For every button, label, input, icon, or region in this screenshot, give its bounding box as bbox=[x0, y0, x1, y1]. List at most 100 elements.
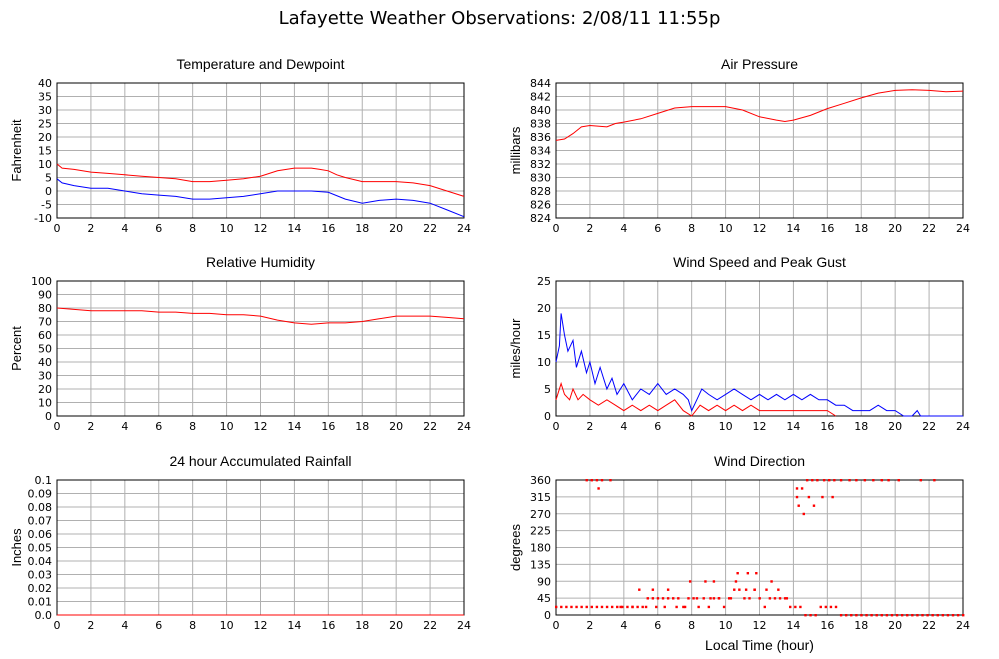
direction-point bbox=[656, 597, 660, 600]
pressure-x-tick: 14 bbox=[786, 222, 800, 235]
direction-point bbox=[855, 614, 858, 617]
wind-x-tick: 10 bbox=[719, 420, 733, 433]
direction-point bbox=[805, 479, 809, 482]
direction-point bbox=[646, 597, 649, 600]
humidity-y-tick: 50 bbox=[38, 343, 52, 356]
direction-point bbox=[819, 605, 822, 609]
direction-point bbox=[880, 614, 883, 617]
wind-ylabel: miles/hour bbox=[508, 318, 523, 379]
direction-point bbox=[794, 605, 797, 609]
direction-point bbox=[609, 479, 612, 482]
direction-point bbox=[778, 597, 782, 600]
rain-y-tick: 0.1 bbox=[35, 474, 53, 487]
wind-title: Wind Speed and Peak Gust bbox=[673, 254, 846, 270]
wind-frame bbox=[555, 280, 964, 417]
wind-x-tick: 18 bbox=[854, 420, 868, 433]
humidity-x-tick: 14 bbox=[287, 420, 301, 433]
direction-point bbox=[585, 605, 588, 609]
direction-point bbox=[799, 605, 802, 609]
direction-point bbox=[748, 597, 751, 600]
temp-x-tick: 0 bbox=[54, 222, 61, 235]
humidity-x-tick: 20 bbox=[389, 420, 403, 433]
humidity-series-line bbox=[56, 307, 465, 325]
direction-point bbox=[683, 605, 687, 609]
direction-point bbox=[695, 597, 699, 600]
direction-point bbox=[951, 614, 955, 617]
direction-point bbox=[595, 605, 599, 609]
wind-y-tick: 20 bbox=[537, 302, 551, 315]
humidity-y-tick: 0 bbox=[45, 410, 52, 423]
direction-point bbox=[887, 479, 890, 482]
wind-x-tick: 12 bbox=[753, 420, 767, 433]
x-axis-label: Local Time (hour) bbox=[705, 637, 814, 653]
rain-x-tick: 10 bbox=[220, 619, 234, 632]
humidity-y-tick: 60 bbox=[38, 329, 52, 342]
direction-point bbox=[906, 614, 909, 617]
direction-point bbox=[560, 605, 563, 609]
temp-y-tick: 35 bbox=[38, 91, 52, 104]
wind-x-tick: 24 bbox=[956, 420, 970, 433]
direction-x-tick: 18 bbox=[854, 619, 868, 632]
direction-point bbox=[931, 614, 934, 617]
humidity-x-tick: 18 bbox=[355, 420, 369, 433]
temp-y-tick: 40 bbox=[38, 77, 52, 90]
pressure-x-tick: 12 bbox=[753, 222, 767, 235]
direction-point bbox=[704, 580, 707, 583]
direction-point bbox=[785, 597, 789, 600]
direction-point bbox=[765, 588, 768, 591]
direction-point bbox=[865, 614, 868, 617]
temp-y-tick: 10 bbox=[38, 158, 52, 171]
direction-point bbox=[738, 588, 741, 591]
direction-point bbox=[933, 479, 936, 482]
direction-point bbox=[946, 614, 950, 617]
pressure-x-tick: 18 bbox=[854, 222, 868, 235]
direction-point bbox=[651, 597, 655, 600]
direction-x-tick: 22 bbox=[922, 619, 936, 632]
wind-x-tick: 14 bbox=[786, 420, 800, 433]
wind-y-tick: 10 bbox=[537, 356, 551, 369]
direction-point bbox=[707, 605, 711, 609]
humidity-x-tick: 0 bbox=[54, 420, 61, 433]
humidity-x-tick: 4 bbox=[121, 420, 128, 433]
humidity-y-tick: 70 bbox=[38, 316, 52, 329]
wind-x-tick: 20 bbox=[888, 420, 902, 433]
wind-x-tick: 0 bbox=[553, 420, 560, 433]
rain-x-tick: 8 bbox=[189, 619, 196, 632]
temp-y-tick: 20 bbox=[38, 131, 52, 144]
direction-frame bbox=[555, 479, 964, 616]
humidity-frame bbox=[56, 280, 465, 417]
temp-x-tick: 14 bbox=[287, 222, 301, 235]
direction-x-tick: 12 bbox=[753, 619, 767, 632]
direction-point bbox=[936, 614, 939, 617]
direction-point bbox=[666, 588, 670, 591]
direction-point bbox=[651, 588, 655, 591]
wind-series-line bbox=[555, 381, 837, 417]
direction-point bbox=[570, 605, 573, 609]
temp-y-tick: -5 bbox=[41, 199, 52, 212]
rain-x-tick: 2 bbox=[87, 619, 94, 632]
rain-ylabel: Inches bbox=[9, 528, 24, 567]
direction-point bbox=[638, 588, 641, 591]
humidity-x-tick: 22 bbox=[423, 420, 437, 433]
rain-x-tick: 14 bbox=[287, 619, 301, 632]
direction-point bbox=[870, 614, 873, 617]
pressure-y-tick: 828 bbox=[530, 185, 551, 198]
direction-point bbox=[746, 572, 750, 575]
direction-point bbox=[962, 614, 965, 617]
wind-x-tick: 8 bbox=[688, 420, 695, 433]
direction-point bbox=[672, 597, 675, 600]
direction-point bbox=[812, 504, 816, 507]
direction-y-tick: 180 bbox=[530, 542, 551, 555]
direction-point bbox=[804, 614, 807, 617]
direction-point bbox=[890, 614, 894, 617]
pressure-y-tick: 830 bbox=[530, 172, 551, 185]
direction-ylabel: degrees bbox=[508, 524, 523, 571]
pressure-y-tick: 840 bbox=[530, 104, 551, 117]
direction-point bbox=[926, 614, 929, 617]
direction-point bbox=[831, 495, 834, 499]
pressure-y-tick: 836 bbox=[530, 131, 551, 144]
temp-title: Temperature and Dewpoint bbox=[176, 56, 344, 72]
direction-point bbox=[921, 614, 924, 617]
direction-point bbox=[807, 495, 811, 499]
